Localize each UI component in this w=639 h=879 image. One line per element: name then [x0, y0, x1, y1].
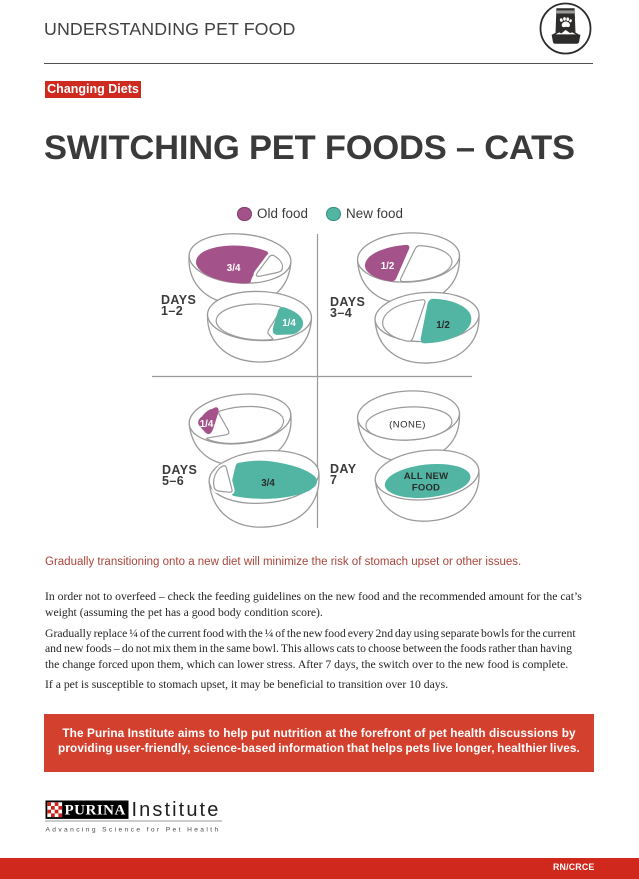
svg-text:3/4: 3/4	[261, 478, 275, 489]
svg-text:FOOD: FOOD	[412, 482, 440, 493]
svg-text:1/4: 1/4	[200, 419, 214, 430]
svg-text:(NONE): (NONE)	[389, 419, 426, 430]
svg-text:Institute: Institute	[132, 800, 221, 821]
svg-text:1/2: 1/2	[381, 261, 395, 272]
svg-text:1/2: 1/2	[436, 320, 450, 331]
svg-text:PURINA: PURINA	[65, 803, 126, 819]
svg-text:Advancing Science for Pet Heal: Advancing Science for Pet Health	[46, 827, 221, 834]
svg-text:3/4: 3/4	[227, 263, 241, 274]
svg-text:ALL NEW: ALL NEW	[404, 471, 449, 482]
svg-text:1/4: 1/4	[282, 318, 296, 329]
